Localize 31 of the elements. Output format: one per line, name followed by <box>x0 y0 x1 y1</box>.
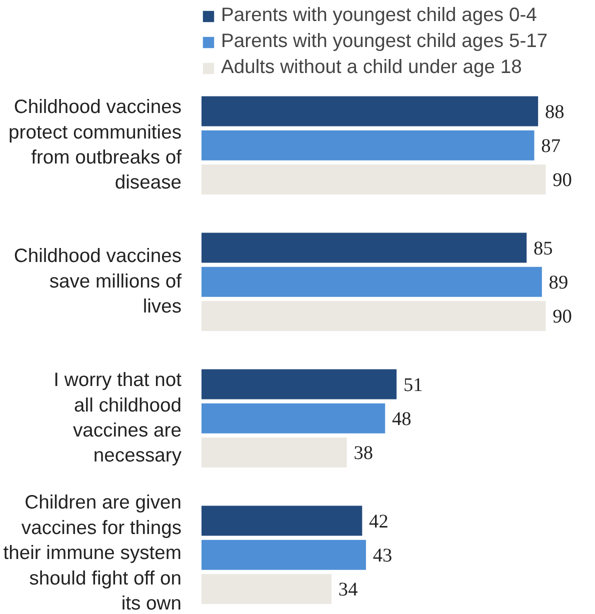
bar <box>202 232 527 263</box>
data-label: 42 <box>369 511 388 532</box>
data-label: 51 <box>403 374 423 396</box>
legend-label: Parents with youngest child ages 5-17 <box>221 31 548 53</box>
data-label: 85 <box>534 238 553 260</box>
data-label: 90 <box>552 306 572 328</box>
data-label: 38 <box>354 443 374 464</box>
data-label: 43 <box>372 545 392 566</box>
bar <box>202 301 546 332</box>
y-tick-label: Childhood vaccines protect communities from outbreaks of disease <box>8 97 182 194</box>
data-label: 87 <box>541 136 561 157</box>
bar <box>202 266 542 297</box>
y-tick-label: Childhood vaccines save millions of lives <box>14 246 182 318</box>
legend-label: Parents with youngest child ages 0-4 <box>221 5 537 27</box>
data-label: 89 <box>548 272 568 294</box>
data-label: 88 <box>544 102 564 123</box>
bar <box>202 130 534 160</box>
bar <box>202 574 332 604</box>
y-tick-label: Children are given vaccines for things their immune system should fight off on its own <box>3 492 182 614</box>
bar <box>202 164 546 195</box>
bar <box>202 403 386 434</box>
bar <box>202 369 397 400</box>
legend-label: Adults without a child under age 18 <box>221 57 522 79</box>
data-label: 34 <box>338 580 358 601</box>
bar <box>202 96 538 126</box>
bar <box>202 438 347 468</box>
data-label: 48 <box>392 408 412 430</box>
y-tick-label: I worry that not all childhood vaccines are necessary <box>54 370 182 467</box>
bar <box>202 506 362 536</box>
data-label: 90 <box>552 170 572 192</box>
bar <box>202 540 366 570</box>
